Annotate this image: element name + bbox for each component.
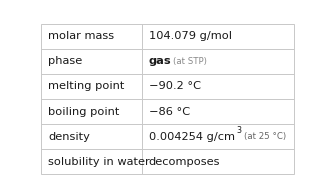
Text: 104.079 g/mol: 104.079 g/mol: [148, 31, 232, 41]
Text: 3: 3: [236, 126, 241, 135]
Text: 0.004254 g/cm: 0.004254 g/cm: [148, 132, 234, 142]
Text: gas: gas: [148, 56, 171, 66]
Text: solubility in water: solubility in water: [48, 157, 150, 167]
Text: (at 25 °C): (at 25 °C): [244, 132, 286, 141]
Text: −90.2 °C: −90.2 °C: [148, 81, 200, 91]
Text: molar mass: molar mass: [48, 31, 114, 41]
Text: −86 °C: −86 °C: [148, 107, 190, 117]
Text: decomposes: decomposes: [148, 157, 220, 167]
Text: density: density: [48, 132, 90, 142]
Text: melting point: melting point: [48, 81, 125, 91]
Text: phase: phase: [48, 56, 83, 66]
Text: boiling point: boiling point: [48, 107, 120, 117]
Text: (at STP): (at STP): [173, 57, 207, 66]
